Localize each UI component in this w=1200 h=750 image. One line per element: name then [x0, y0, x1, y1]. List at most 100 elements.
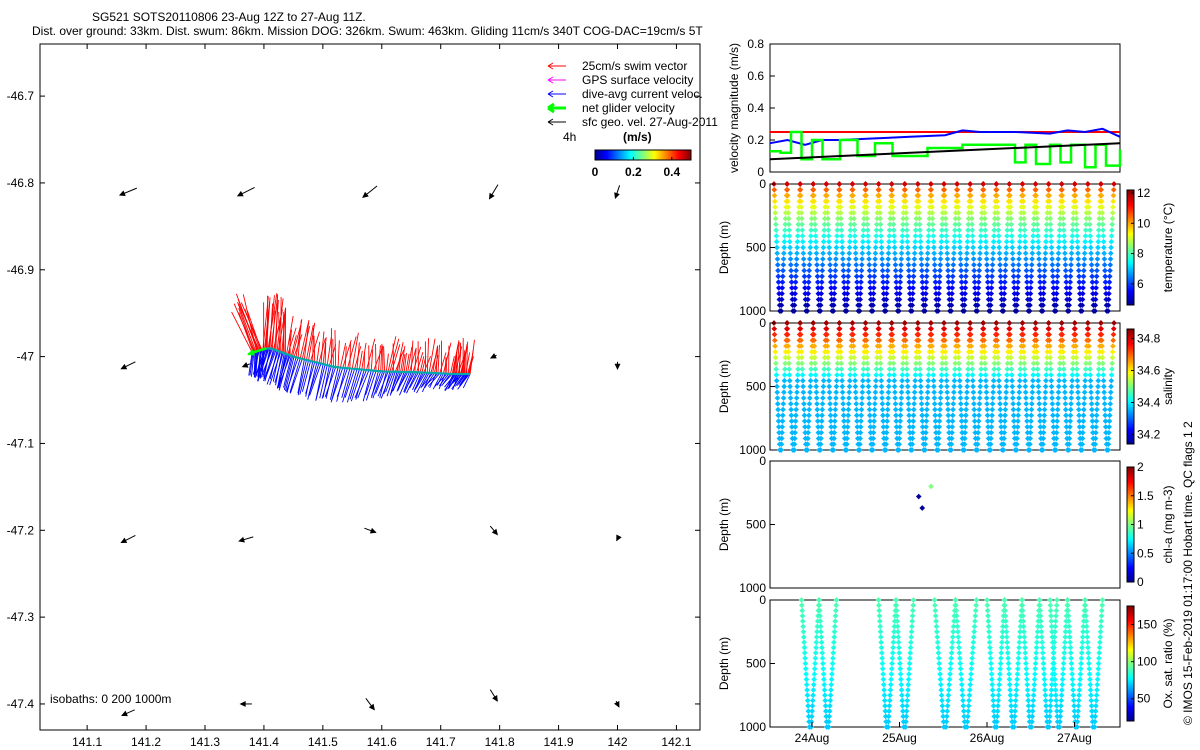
data-point: [886, 708, 892, 714]
data-point: [877, 210, 883, 216]
data-point: [1040, 655, 1046, 662]
data-point: [879, 395, 885, 401]
data-point: [968, 354, 975, 361]
data-point: [930, 366, 936, 373]
data-point: [1010, 412, 1017, 419]
data-point: [875, 602, 882, 609]
legend-label-dac: dive-avg current veloc.: [582, 87, 703, 101]
data-point: [1073, 210, 1079, 216]
data-point: [889, 650, 896, 656]
data-point: [1033, 655, 1039, 662]
map-xtick-label: 141.9: [544, 735, 574, 749]
data-point: [938, 238, 945, 245]
data-point: [864, 215, 870, 222]
data-point: [853, 256, 859, 262]
data-point: [1110, 204, 1116, 210]
data-point: [1089, 424, 1096, 430]
data-point: [1095, 238, 1102, 245]
data-point: [1039, 650, 1046, 656]
data-point: [1042, 261, 1048, 268]
data-point: [980, 320, 987, 326]
data-point: [818, 279, 825, 285]
data-point: [785, 343, 791, 349]
data-point: [1099, 602, 1106, 609]
data-point: [880, 279, 886, 285]
data-point: [1003, 628, 1010, 635]
data-point: [1024, 687, 1031, 693]
data-point: [809, 708, 815, 714]
data-point: [800, 244, 806, 251]
data-point: [860, 238, 866, 245]
data-point: [969, 233, 976, 239]
data-point: [1048, 244, 1055, 251]
data-point: [869, 308, 876, 314]
swim-vector: [358, 350, 363, 370]
data-point: [838, 215, 844, 222]
data-point: [820, 671, 827, 677]
dac-vector: [283, 355, 292, 388]
data-point: [959, 285, 965, 291]
data-point: [794, 233, 801, 239]
data-point: [904, 377, 911, 384]
data-point: [775, 412, 782, 419]
dac-vector: [254, 348, 267, 378]
data-point: [929, 215, 936, 222]
data-point: [849, 186, 856, 193]
salinity-ylabel: Depth (m): [717, 360, 731, 413]
data-point: [1049, 628, 1055, 635]
data-point: [945, 424, 952, 430]
data-point: [1075, 708, 1081, 714]
data-point: [923, 285, 929, 291]
data-point: [971, 267, 977, 274]
data-point: [999, 634, 1006, 640]
time-xtick-label: 27Aug: [1057, 731, 1092, 745]
data-point: [996, 244, 1003, 251]
data-point: [1099, 204, 1105, 210]
data-point: [998, 290, 1005, 297]
data-point: [1032, 186, 1039, 193]
data-point: [823, 708, 829, 714]
swim-vector: [326, 337, 332, 366]
data-point: [1087, 676, 1093, 683]
data-point: [970, 383, 976, 390]
data-point: [853, 273, 860, 280]
data-point: [872, 256, 878, 262]
data-point: [987, 644, 993, 651]
swim-vector: [428, 338, 436, 373]
data-point: [991, 713, 998, 720]
data-point: [996, 395, 1003, 401]
data-point: [1109, 215, 1116, 222]
swim-vector: [412, 346, 422, 373]
data-point: [949, 424, 956, 430]
data-point: [1014, 285, 1021, 291]
data-point: [825, 724, 832, 730]
chl-colorbar-label: 1: [1137, 518, 1144, 532]
data-point: [1000, 447, 1007, 453]
data-point: [1081, 267, 1087, 274]
data-point: [798, 215, 805, 222]
data-point: [1067, 406, 1074, 413]
dac-vector: [336, 368, 348, 397]
oxygen-colorbar: [1126, 605, 1135, 722]
data-point: [941, 192, 948, 199]
data-point: [834, 227, 841, 234]
data-point: [1041, 671, 1047, 677]
data-point: [1108, 238, 1115, 245]
colorbar-tick-label: 0: [592, 165, 599, 179]
data-point: [910, 607, 916, 614]
data-point: [883, 429, 890, 436]
data-point: [792, 290, 798, 297]
data-point: [991, 227, 997, 234]
data-point: [1060, 354, 1067, 361]
data-point: [1037, 429, 1044, 436]
data-point: [771, 186, 778, 193]
data-point: [872, 383, 879, 390]
data-point: [930, 372, 937, 378]
data-point: [945, 273, 952, 280]
data-point: [1015, 660, 1021, 667]
data-point: [1081, 400, 1087, 407]
data-point: [988, 435, 994, 442]
data-point: [1059, 325, 1065, 332]
data-point: [932, 273, 939, 280]
data-point: [853, 400, 860, 407]
